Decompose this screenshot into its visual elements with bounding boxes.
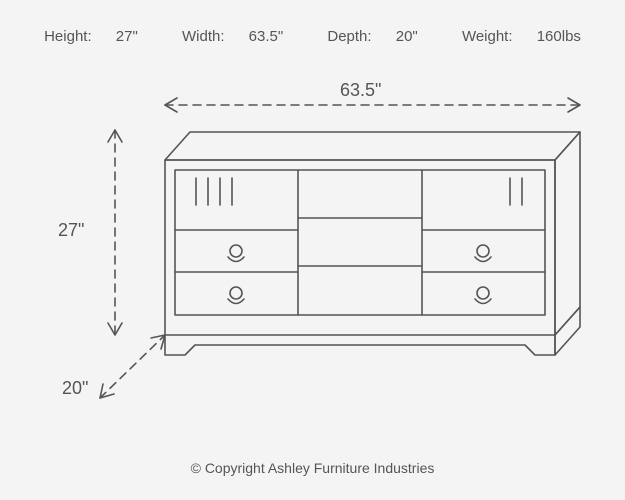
height-dim-label: 27" (58, 220, 84, 241)
depth-arrow-line (100, 335, 165, 398)
pull-r1 (475, 245, 491, 262)
cabinet-base (165, 335, 555, 355)
pull-l1 (228, 245, 244, 262)
cabinet-base-side (555, 307, 580, 355)
pull-r2 (475, 287, 491, 304)
pull-l2 (228, 287, 244, 304)
cabinet-top (165, 132, 580, 160)
diagram-svg (0, 0, 625, 500)
copyright-text: © Copyright Ashley Furniture Industries (0, 460, 625, 476)
cabinet-side (555, 132, 580, 335)
width-dim-label: 63.5" (340, 80, 381, 101)
depth-dim-label: 20" (62, 378, 88, 399)
cabinet-front (165, 160, 555, 335)
